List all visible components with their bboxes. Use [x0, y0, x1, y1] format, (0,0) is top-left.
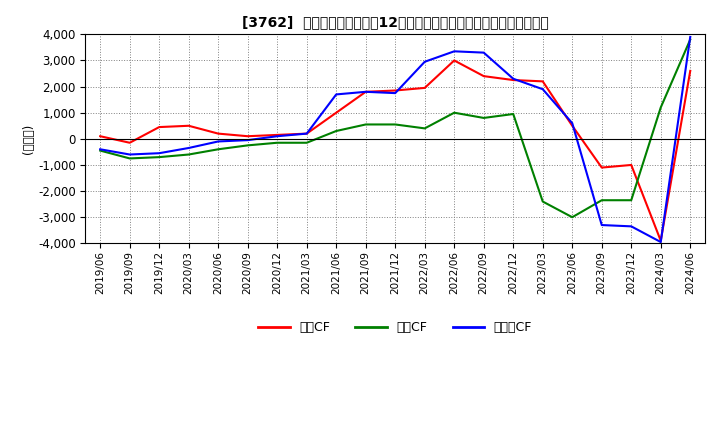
フリーCF [450, 49, 459, 54]
投資CF [214, 147, 222, 152]
投資CF [420, 126, 429, 131]
フリーCF [657, 239, 665, 245]
投資CF [657, 105, 665, 110]
フリーCF [391, 91, 400, 96]
フリーCF [243, 137, 252, 143]
営業CF [184, 123, 193, 128]
営業CF [391, 88, 400, 93]
投資CF [598, 198, 606, 203]
フリーCF [568, 121, 577, 126]
営業CF [598, 165, 606, 170]
フリーCF [598, 222, 606, 227]
投資CF [450, 110, 459, 115]
営業CF [243, 134, 252, 139]
営業CF [96, 134, 104, 139]
投資CF [125, 156, 134, 161]
Legend: 営業CF, 投資CF, フリーCF: 営業CF, 投資CF, フリーCF [253, 316, 537, 340]
投資CF [155, 154, 163, 160]
フリーCF [420, 59, 429, 64]
投資CF [480, 115, 488, 121]
営業CF [509, 77, 518, 83]
営業CF [686, 68, 695, 73]
営業CF [568, 123, 577, 128]
フリーCF [155, 150, 163, 156]
投資CF [568, 215, 577, 220]
フリーCF [302, 131, 311, 136]
Y-axis label: (百万円): (百万円) [22, 124, 35, 154]
フリーCF [539, 87, 547, 92]
営業CF [125, 140, 134, 145]
営業CF [273, 132, 282, 138]
投資CF [539, 199, 547, 204]
投資CF [302, 140, 311, 145]
投資CF [361, 122, 370, 127]
フリーCF [627, 224, 636, 229]
営業CF [657, 238, 665, 243]
投資CF [243, 143, 252, 148]
営業CF [450, 58, 459, 63]
フリーCF [509, 76, 518, 81]
Line: 営業CF: 営業CF [100, 60, 690, 241]
営業CF [539, 79, 547, 84]
営業CF [302, 131, 311, 136]
投資CF [273, 140, 282, 145]
フリーCF [273, 134, 282, 139]
営業CF [627, 162, 636, 168]
投資CF [96, 148, 104, 153]
フリーCF [480, 50, 488, 55]
投資CF [509, 111, 518, 117]
投資CF [332, 128, 341, 134]
営業CF [361, 89, 370, 95]
Title: [3762]  キャッシュフローの12か月移動合計の対前年同期増減額の推移: [3762] キャッシュフローの12か月移動合計の対前年同期増減額の推移 [242, 15, 549, 29]
投資CF [686, 37, 695, 42]
営業CF [420, 85, 429, 91]
Line: 投資CF: 投資CF [100, 40, 690, 217]
フリーCF [184, 145, 193, 150]
投資CF [391, 122, 400, 127]
投資CF [627, 198, 636, 203]
フリーCF [214, 139, 222, 144]
営業CF [155, 125, 163, 130]
フリーCF [332, 92, 341, 97]
フリーCF [361, 89, 370, 95]
フリーCF [125, 152, 134, 157]
フリーCF [686, 34, 695, 40]
営業CF [480, 73, 488, 79]
フリーCF [96, 147, 104, 152]
Line: フリーCF: フリーCF [100, 37, 690, 242]
投資CF [184, 152, 193, 157]
営業CF [214, 131, 222, 136]
営業CF [332, 110, 341, 115]
